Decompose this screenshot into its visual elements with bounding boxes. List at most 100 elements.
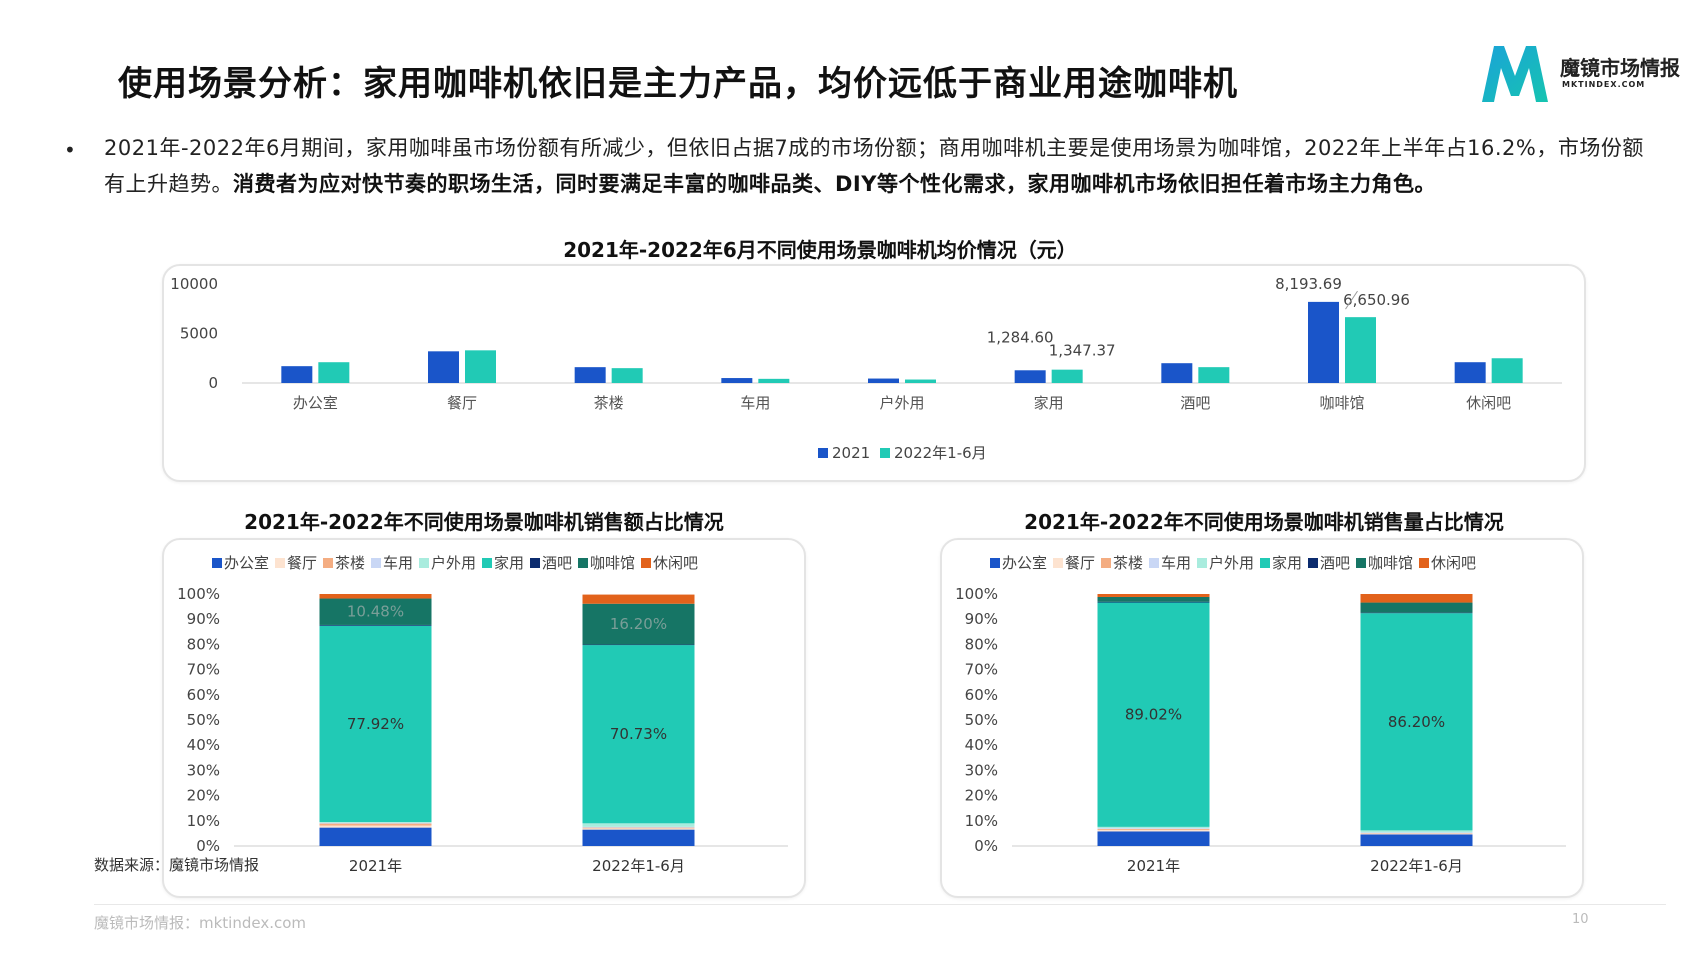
legend-label: 茶楼 <box>1113 554 1143 572</box>
stack-segment-咖啡馆-2021年 <box>319 598 432 625</box>
segment-data-label: 16.20% <box>610 615 667 633</box>
stack-segment-办公室-2022年1-6月 <box>582 829 695 846</box>
legend-swatch <box>530 558 540 568</box>
y-tick-label: 80% <box>965 635 998 653</box>
stack-segment-酒吧-2022年1-6月 <box>582 644 695 646</box>
chart-title-avg-price: 2021年-2022年6月不同使用场景咖啡机均价情况（元） <box>563 238 1077 262</box>
bar-2021-咖啡馆 <box>1308 301 1339 383</box>
legend-swatch <box>371 558 381 568</box>
y-tick-label: 40% <box>187 736 220 754</box>
y-tick-label: 40% <box>965 736 998 754</box>
stack-segment-休闲吧-2021年 <box>319 594 432 599</box>
stack-segment-餐厅-2021年 <box>319 825 432 828</box>
chart-title-volume-share: 2021年-2022年不同使用场景咖啡机销售量占比情况 <box>1024 510 1504 534</box>
summary-paragraph: 2021年-2022年6月期间，家用咖啡虽市场份额有所减少，但依旧占据7成的市场… <box>104 130 1664 202</box>
bar-2021-车用 <box>721 378 753 383</box>
y-tick-label: 70% <box>965 661 998 679</box>
segment-data-label: 86.20% <box>1388 713 1445 731</box>
legend-label: 车用 <box>1161 554 1191 572</box>
legend-label: 办公室 <box>1002 554 1047 572</box>
legend-swatch <box>323 558 333 568</box>
legend-swatch <box>212 558 222 568</box>
legend-swatch <box>990 558 1000 568</box>
stack-segment-户外用-2022年1-6月 <box>1360 830 1473 833</box>
legend-swatch <box>578 558 588 568</box>
y-tick-label: 0% <box>974 837 998 855</box>
y-tick-label: 60% <box>187 686 220 704</box>
legend-swatch <box>1356 558 1366 568</box>
segment-data-label: 70.73% <box>610 725 667 743</box>
segment-data-label: 89.02% <box>1125 706 1182 724</box>
legend-label: 户外用 <box>1209 554 1254 572</box>
x-tick-label: 2021年 <box>349 857 402 875</box>
legend-label: 2021 <box>832 444 870 462</box>
segment-data-label: 77.92% <box>347 715 404 733</box>
y-tick-label: 50% <box>187 711 220 729</box>
legend-swatch <box>1149 558 1159 568</box>
y-tick-label: 90% <box>965 610 998 628</box>
x-tick-label: 咖啡馆 <box>1319 394 1364 412</box>
stack-segment-咖啡馆-2021年 <box>1097 596 1210 602</box>
legend-label: 办公室 <box>224 554 269 572</box>
y-tick-label: 50% <box>965 711 998 729</box>
x-tick-label: 车用 <box>740 394 770 412</box>
legend-label: 咖啡馆 <box>590 554 635 572</box>
bar-2021-户外用 <box>868 378 899 383</box>
bar-2021-办公室 <box>281 366 313 383</box>
x-tick-label: 2022年1-6月 <box>1370 857 1463 875</box>
bar-2021-餐厅 <box>428 351 459 383</box>
stack-segment-休闲吧-2021年 <box>1097 594 1210 597</box>
y-tick-label: 70% <box>187 661 220 679</box>
stack-segment-家用-2022年1-6月 <box>1360 613 1473 831</box>
y-tick-label: 100% <box>955 585 998 603</box>
bar-2022年1-6月-茶楼 <box>611 368 643 383</box>
legend-label: 茶楼 <box>335 554 365 572</box>
data-label: 1,347.37 <box>1049 342 1116 360</box>
y-tick-label: 10% <box>965 812 998 830</box>
avg-price-bar-chart: 0 5000 10000 办公室 餐厅 茶楼 车用 户外用 家用 酒吧 咖啡馆 休闲吧 1,284.60… <box>170 275 1562 462</box>
y-tick-label: 80% <box>187 635 220 653</box>
avg-price-panel: 0 5000 10000 办公室 餐厅 茶楼 车用 户外用 家用 酒吧 咖啡馆 休闲吧 1,284.60… <box>162 264 1586 482</box>
legend-swatch <box>482 558 492 568</box>
stack-segment-酒吧-2021年 <box>319 624 432 626</box>
stack-segment-家用-2021年 <box>319 625 432 823</box>
summary-text: 2021年-2022年6月期间，家用咖啡虽市场份额有所减少，但依旧占据7成的市场… <box>104 136 1644 196</box>
logo-url: MKTINDEX.COM <box>1562 80 1646 89</box>
bar-2022年1-6月-咖啡馆 <box>1345 317 1376 383</box>
brand-logo: 魔镜市场情报 MKTINDEX.COM <box>1478 42 1706 108</box>
bar-2022年1-6月-办公室 <box>318 362 350 383</box>
logo-name: 魔镜市场情报 <box>1560 56 1680 80</box>
y-tick-label: 5000 <box>180 325 218 343</box>
page-number: 10 <box>1572 912 1589 927</box>
y-tick-label: 90% <box>187 610 220 628</box>
stack-segment-休闲吧-2022年1-6月 <box>1360 594 1473 603</box>
chart-title-sales-share: 2021年-2022年不同使用场景咖啡机销售额占比情况 <box>244 510 724 534</box>
legend-label: 酒吧 <box>542 554 572 572</box>
legend-swatch <box>641 558 651 568</box>
volume-share-stacked-chart: 办公室 餐厅 茶楼 车用 户外用 家用 酒吧 咖啡馆 休闲吧 0% 10% 20% 30% 40% 50% 6… <box>955 554 1566 875</box>
stack-segment-餐厅-2021年 <box>1097 829 1210 832</box>
x-tick-label: 餐厅 <box>447 394 477 412</box>
stack-segment-办公室-2022年1-6月 <box>1360 834 1473 846</box>
legend-swatch <box>1260 558 1270 568</box>
x-tick-label: 茶楼 <box>594 394 624 412</box>
y-tick-label: 0% <box>196 837 220 855</box>
bullet-marker: • <box>64 138 76 162</box>
stack-segment-休闲吧-2022年1-6月 <box>582 594 695 604</box>
legend-label: 餐厅 <box>287 554 317 572</box>
summary-bold-text: 消费者为应对快节奏的职场生活，同时要满足丰富的咖啡品类、DIY等个性化需求，家用… <box>233 172 1436 196</box>
x-tick-label: 办公室 <box>293 394 338 412</box>
legend-label: 家用 <box>494 554 524 572</box>
y-tick-label: 10% <box>187 812 220 830</box>
stack-segment-茶楼-2022年1-6月 <box>1360 833 1473 834</box>
footer-divider <box>94 904 1666 905</box>
legend-label: 2022年1-6月 <box>894 444 987 462</box>
legend-label: 休闲吧 <box>653 554 698 572</box>
bar-2022年1-6月-餐厅 <box>465 350 496 383</box>
legend-swatch <box>1053 558 1063 568</box>
stack-segment-茶楼-2021年 <box>319 823 432 826</box>
legend-label: 咖啡馆 <box>1368 554 1413 572</box>
legend-swatch <box>1197 558 1207 568</box>
stack-segment-户外用-2021年 <box>1097 826 1210 829</box>
stack-segment-车用-2021年 <box>1097 828 1210 829</box>
